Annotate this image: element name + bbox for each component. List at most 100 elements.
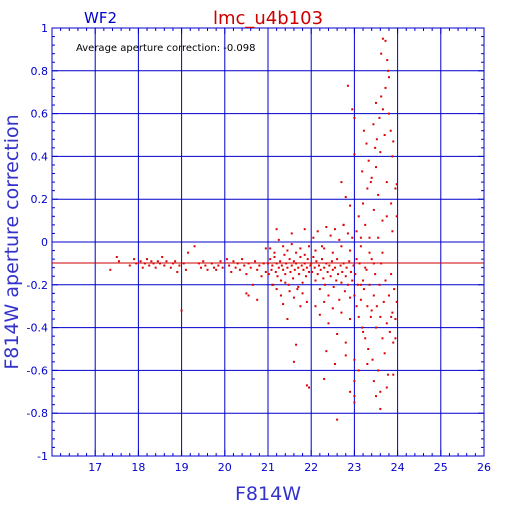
data-point (357, 369, 360, 372)
data-point (369, 181, 372, 184)
data-point (305, 384, 308, 387)
data-point (282, 245, 285, 248)
data-point (381, 37, 384, 40)
data-point (236, 262, 239, 265)
data-point (340, 245, 343, 248)
data-point (143, 262, 146, 265)
data-point (333, 362, 336, 365)
data-point (359, 298, 362, 301)
data-point (387, 76, 390, 79)
x-tick-label: 24 (391, 461, 405, 474)
data-point (321, 245, 323, 248)
data-point (276, 275, 279, 278)
data-point (336, 258, 339, 261)
data-point (351, 279, 354, 282)
data-point (193, 245, 196, 248)
data-point (378, 283, 381, 286)
data-point (245, 292, 248, 295)
data-point (394, 318, 397, 321)
data-point (286, 266, 289, 269)
data-point (184, 268, 187, 271)
x-tick-label: 23 (347, 461, 361, 474)
data-point (336, 333, 339, 336)
data-point (333, 228, 336, 231)
data-point (267, 273, 270, 276)
data-point (353, 116, 356, 119)
chart-title: lmc_u4b103 (213, 8, 323, 29)
data-point (274, 270, 277, 273)
x-tick-label: 18 (131, 461, 145, 474)
data-point (264, 270, 267, 273)
data-point (282, 303, 285, 306)
data-point (109, 268, 112, 271)
data-point (362, 288, 365, 291)
data-point (370, 258, 373, 261)
data-point (299, 305, 302, 308)
data-point (308, 245, 311, 248)
data-point (355, 230, 358, 233)
data-point (369, 315, 372, 318)
data-point (324, 283, 327, 286)
data-point (277, 266, 280, 269)
data-point (178, 264, 181, 267)
data-point (279, 294, 282, 297)
data-point (290, 243, 293, 246)
data-point (375, 101, 377, 104)
data-point (387, 294, 390, 297)
data-point (165, 260, 168, 263)
data-point (325, 262, 328, 265)
data-point (275, 288, 278, 291)
y-tick-labels: 1 0.8 0.6 0.4 0.2 0 -0.2 -0.4 -0.6 -0.8 -1 (27, 22, 48, 463)
data-point (323, 247, 326, 250)
x-tick-label: 19 (175, 461, 189, 474)
data-point (343, 290, 346, 293)
data-point (362, 279, 365, 282)
data-point (357, 315, 360, 318)
data-point (357, 215, 360, 218)
data-point (382, 300, 385, 303)
data-point (210, 262, 213, 265)
data-point (390, 202, 393, 205)
data-point (292, 296, 295, 299)
data-point (171, 262, 174, 265)
data-point (391, 155, 394, 158)
x-tick-label: 17 (88, 461, 102, 474)
x-tick-label: 21 (261, 461, 275, 474)
data-point (353, 380, 356, 383)
data-point (356, 283, 359, 286)
data-point (301, 281, 304, 284)
data-point (330, 260, 333, 263)
data-point (340, 281, 343, 284)
data-point (349, 390, 352, 393)
data-point (202, 260, 205, 263)
data-point (251, 283, 254, 286)
data-point (352, 264, 355, 267)
data-point (311, 270, 314, 273)
data-point (355, 305, 358, 308)
data-point (392, 373, 395, 376)
data-point (154, 266, 157, 269)
data-point (331, 307, 334, 310)
data-point (389, 129, 392, 132)
data-points (109, 37, 398, 421)
y-tick-label: -0.2 (27, 279, 48, 292)
data-point (176, 270, 179, 273)
data-point (353, 153, 356, 156)
data-point (286, 318, 289, 321)
data-point (379, 407, 382, 410)
data-point (303, 262, 306, 265)
data-point (302, 268, 305, 271)
data-point (204, 264, 207, 267)
data-point (364, 337, 367, 340)
data-point (353, 401, 356, 404)
data-point (338, 238, 341, 241)
data-point (349, 204, 352, 207)
data-point (380, 52, 383, 55)
data-point (128, 264, 131, 267)
data-point (169, 266, 172, 269)
data-point (333, 266, 336, 269)
data-point (323, 377, 326, 380)
data-point (362, 330, 365, 333)
data-point (342, 223, 345, 226)
